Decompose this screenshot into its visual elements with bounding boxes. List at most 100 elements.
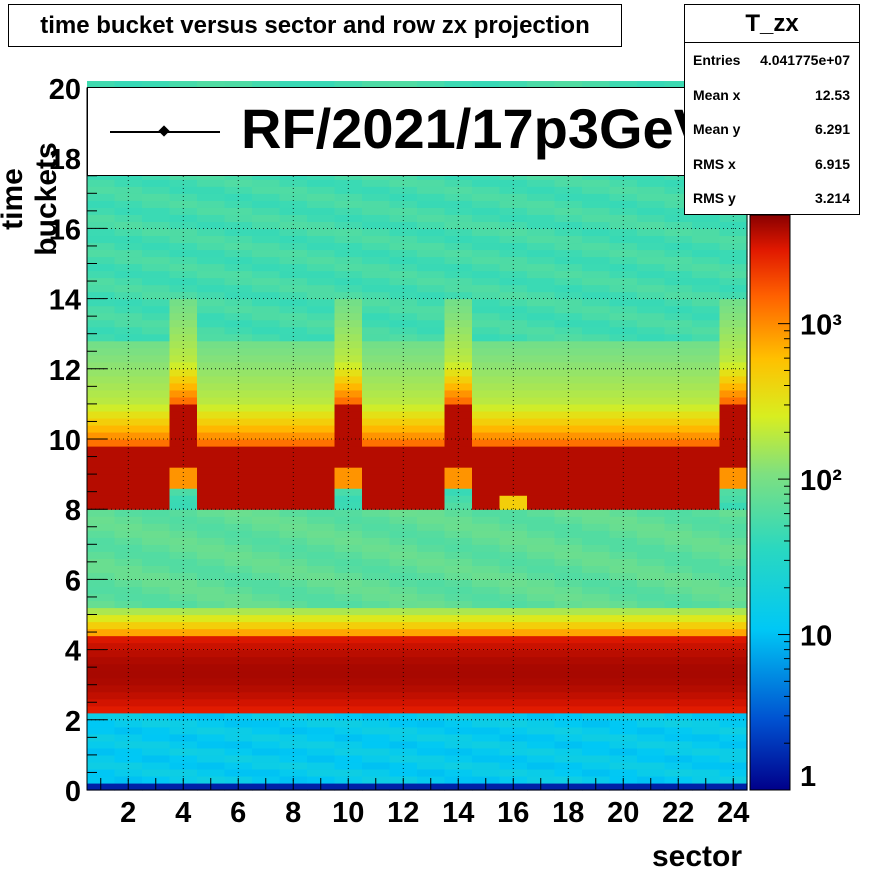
heatmap-cell (554, 663, 583, 672)
heatmap-cell (637, 467, 666, 475)
heatmap-cell (417, 340, 446, 349)
heatmap-cell (362, 726, 391, 735)
heatmap-cell (114, 263, 143, 272)
heatmap-cell (362, 417, 391, 426)
heatmap-cell (87, 333, 116, 342)
heatmap-cell (637, 277, 666, 286)
heatmap-cell (252, 446, 281, 454)
heatmap-cell (114, 305, 143, 314)
heatmap-cell (224, 361, 253, 370)
heatmap-cell (417, 600, 446, 609)
heatmap-cells (87, 80, 748, 791)
heatmap-cell (719, 326, 748, 335)
heatmap-cell (169, 663, 198, 672)
heatmap-cell (252, 186, 281, 194)
heatmap-cell (279, 621, 308, 630)
heatmap-cell (279, 417, 308, 426)
heatmap-cell (582, 621, 611, 630)
heatmap-cell (334, 460, 363, 468)
heatmap-cell (664, 298, 693, 307)
heatmap-cell (472, 410, 501, 419)
heatmap-cell (444, 277, 473, 286)
heatmap-cell (389, 347, 418, 356)
heatmap-cell (609, 347, 638, 356)
heatmap-cell (197, 200, 226, 208)
heatmap-cell (142, 431, 171, 440)
heatmap-cell (334, 607, 363, 616)
heatmap-cell (582, 193, 611, 201)
heatmap-cell (362, 179, 391, 187)
heatmap-cell (637, 663, 666, 672)
heatmap-cell (692, 439, 721, 447)
heatmap-cell (389, 193, 418, 201)
heatmap-cell (169, 375, 198, 384)
heatmap-cell (499, 649, 528, 658)
heatmap-cell (142, 733, 171, 742)
heatmap-cell (224, 579, 253, 588)
heatmap-cell (169, 642, 198, 651)
heatmap-cell (527, 453, 556, 461)
heatmap-cell (389, 614, 418, 623)
heatmap-cell (472, 200, 501, 208)
heatmap-cell (142, 277, 171, 286)
heatmap-cell (664, 179, 693, 187)
heatmap-cell (389, 333, 418, 342)
heatmap-cell (664, 361, 693, 370)
heatmap-cell (252, 200, 281, 208)
heatmap-cell (142, 242, 171, 251)
heatmap-cell (637, 228, 666, 237)
heatmap-cell (719, 403, 748, 412)
heatmap-cell (637, 684, 666, 693)
heatmap-cell (169, 649, 198, 658)
heatmap-cell (114, 761, 143, 770)
heatmap-cell (307, 474, 336, 482)
heatmap-cell (692, 389, 721, 398)
heatmap-cell (307, 509, 336, 517)
heatmap-cell (224, 319, 253, 328)
heatmap-cell (142, 523, 171, 531)
heatmap-cell (527, 747, 556, 756)
heatmap-cell (279, 319, 308, 328)
heatmap-cell (417, 740, 446, 749)
heatmap-cell (307, 319, 336, 328)
heatmap-cell (169, 193, 198, 201)
heatmap-cell (472, 684, 501, 693)
heatmap-cell (527, 389, 556, 398)
heatmap-cell (582, 270, 611, 279)
heatmap-cell (87, 544, 116, 552)
heatmap-cell (389, 670, 418, 679)
heatmap-cell (554, 649, 583, 658)
heatmap-cell (664, 354, 693, 363)
heatmap-cell (472, 754, 501, 763)
heatmap-cell (334, 446, 363, 454)
heatmap-cell (527, 607, 556, 616)
heatmap-cell (664, 691, 693, 700)
heatmap-cell (362, 593, 391, 602)
heatmap-cell (664, 249, 693, 258)
heatmap-cell (417, 495, 446, 503)
heatmap-cell (334, 361, 363, 370)
heatmap-cell (142, 249, 171, 258)
heatmap-cell (224, 754, 253, 763)
heatmap-cell (582, 186, 611, 194)
heatmap-cell (87, 530, 116, 538)
heatmap-cell (554, 593, 583, 602)
heatmap-cell (252, 586, 281, 595)
heatmap-cell (142, 579, 171, 588)
heatmap-cell (142, 691, 171, 700)
heatmap-cell (527, 761, 556, 770)
heatmap-cell (334, 389, 363, 398)
heatmap-cell (87, 600, 116, 609)
stat-label: Mean x (693, 86, 741, 103)
heatmap-cell (362, 340, 391, 349)
heatmap-cell (142, 235, 171, 244)
heatmap-cell (169, 551, 198, 559)
heatmap-cell (582, 488, 611, 496)
heatmap-cell (87, 410, 116, 419)
heatmap-cell (417, 256, 446, 265)
heatmap-cell (692, 488, 721, 496)
heatmap-cell (444, 761, 473, 770)
heatmap-cell (664, 277, 693, 286)
heatmap-cell (362, 747, 391, 756)
heatmap-cell (362, 172, 391, 180)
